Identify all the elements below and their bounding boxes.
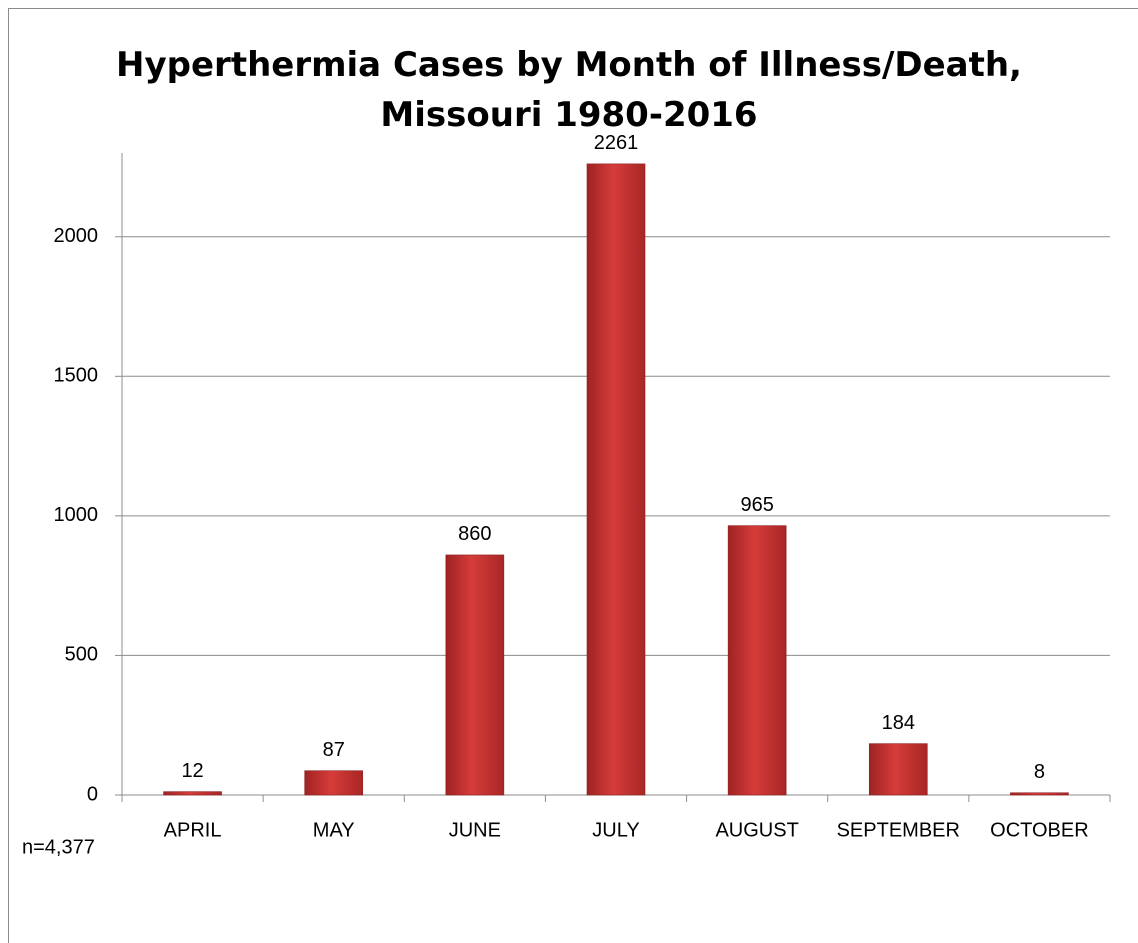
chart-frame [8,8,1138,943]
x-tick-label: OCTOBER [990,819,1089,841]
y-tick-label: 0 [87,783,98,805]
bar [163,791,222,796]
value-label: 8 [1034,761,1045,783]
bar [586,163,646,796]
y-tick-label: 1000 [54,504,99,526]
chart-title: Hyperthermia Cases by Month of Illness/D… [116,45,1022,135]
value-label: 2261 [594,132,639,154]
value-label: 184 [882,712,915,734]
y-tick-label: 2000 [54,225,99,247]
value-label: 87 [323,739,345,761]
bar [727,525,787,796]
value-label: 965 [740,494,773,516]
bar [1010,792,1069,796]
x-tick-label: JUNE [449,819,501,841]
bar [304,770,364,796]
annotation: n=4,377 [22,836,95,858]
bar [868,743,928,796]
y-tick-label: 500 [65,644,98,666]
x-tick-label: SEPTEMBER [837,819,960,841]
bar [445,554,505,796]
x-tick-label: AUGUST [715,819,798,841]
y-tick-label: 1500 [54,365,99,387]
value-label: 12 [181,760,203,782]
x-tick-label: MAY [313,819,355,841]
x-tick-label: APRIL [164,819,222,841]
value-label: 860 [458,523,491,545]
x-tick-label: JULY [592,819,639,841]
